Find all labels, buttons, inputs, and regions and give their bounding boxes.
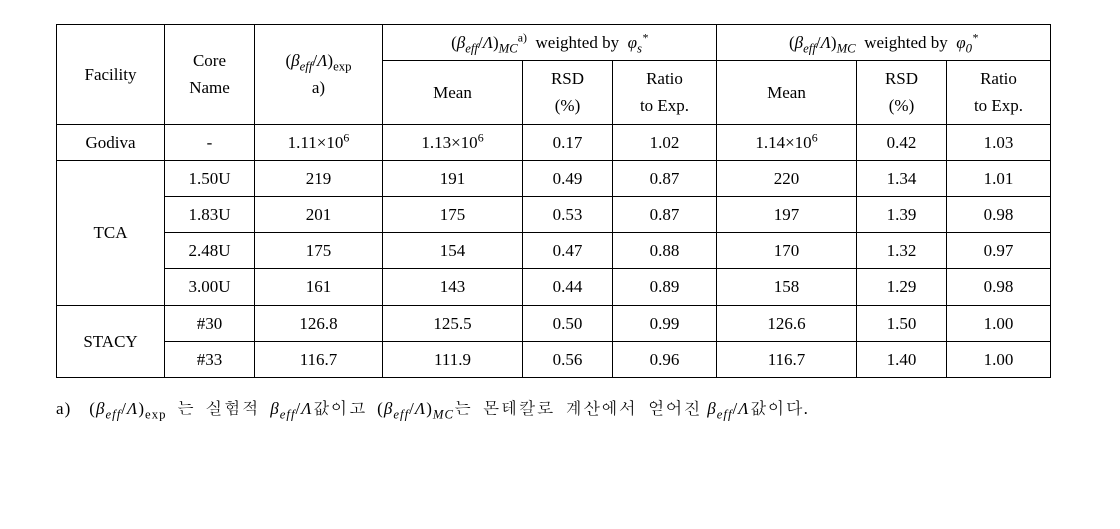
cell-s-ratio: 0.88 [613, 233, 717, 269]
cell-z-rsd: 1.32 [857, 233, 947, 269]
results-table: Facility Core Name (βeff/Λ)exp a) (βeff/… [56, 24, 1051, 378]
table-row: Godiva-1.11×1061.13×1060.171.021.14×1060… [57, 124, 1051, 160]
cell-z-rsd: 1.34 [857, 160, 947, 196]
th-group-phi-0: (βeff/Λ)MC weighted by φ0* [717, 25, 1051, 61]
cell-core: 2.48U [165, 233, 255, 269]
th-core-name-l2: Name [189, 78, 230, 97]
table-row: STACY#30126.8125.50.500.99126.61.501.00 [57, 305, 1051, 341]
cell-s-rsd: 0.49 [523, 160, 613, 196]
th-z-mean: Mean [717, 61, 857, 124]
cell-s-ratio: 0.87 [613, 160, 717, 196]
cell-facility: Godiva [57, 124, 165, 160]
th-beta-exp-note: a) [312, 78, 325, 97]
cell-z-rsd: 0.42 [857, 124, 947, 160]
cell-z-mean: 158 [717, 269, 857, 305]
cell-s-rsd: 0.56 [523, 341, 613, 377]
cell-exp: 1.11×106 [255, 124, 383, 160]
cell-s-ratio: 0.99 [613, 305, 717, 341]
cell-core: - [165, 124, 255, 160]
th-facility: Facility [57, 25, 165, 125]
cell-s-mean: 1.13×106 [383, 124, 523, 160]
cell-s-ratio: 0.96 [613, 341, 717, 377]
th-s-ratio: Ratio to Exp. [613, 61, 717, 124]
cell-z-ratio: 0.98 [947, 269, 1051, 305]
cell-exp: 219 [255, 160, 383, 196]
footnote-label: a) [56, 392, 84, 426]
cell-z-ratio: 0.98 [947, 196, 1051, 232]
cell-z-ratio: 1.00 [947, 305, 1051, 341]
cell-exp: 126.8 [255, 305, 383, 341]
cell-z-ratio: 0.97 [947, 233, 1051, 269]
cell-facility: STACY [57, 305, 165, 377]
cell-s-rsd: 0.50 [523, 305, 613, 341]
footnote: a) (βeff/Λ)exp 는 실험적 βeff/Λ값이고 (βeff/Λ)M… [56, 392, 956, 426]
cell-s-ratio: 0.87 [613, 196, 717, 232]
th-beta-exp: (βeff/Λ)exp a) [255, 25, 383, 125]
th-beta-exp-formula: (βeff/Λ)exp [286, 51, 352, 70]
cell-z-ratio: 1.00 [947, 341, 1051, 377]
th-z-rsd: RSD (%) [857, 61, 947, 124]
cell-exp: 116.7 [255, 341, 383, 377]
th-s-mean: Mean [383, 61, 523, 124]
cell-z-ratio: 1.01 [947, 160, 1051, 196]
table-row: TCA1.50U2191910.490.872201.341.01 [57, 160, 1051, 196]
cell-s-mean: 191 [383, 160, 523, 196]
cell-facility: TCA [57, 160, 165, 305]
footnote-text: (βeff/Λ)exp 는 실험적 βeff/Λ값이고 (βeff/Λ)MC는 … [89, 399, 809, 418]
cell-s-ratio: 0.89 [613, 269, 717, 305]
th-core-name-l1: Core [193, 51, 226, 70]
cell-s-mean: 125.5 [383, 305, 523, 341]
cell-z-mean: 126.6 [717, 305, 857, 341]
th-s-rsd: RSD (%) [523, 61, 613, 124]
cell-exp: 201 [255, 196, 383, 232]
cell-core: 1.50U [165, 160, 255, 196]
cell-s-rsd: 0.53 [523, 196, 613, 232]
cell-core: 3.00U [165, 269, 255, 305]
cell-z-rsd: 1.50 [857, 305, 947, 341]
cell-core: 1.83U [165, 196, 255, 232]
cell-s-rsd: 0.47 [523, 233, 613, 269]
cell-z-mean: 116.7 [717, 341, 857, 377]
table-row: 2.48U1751540.470.881701.320.97 [57, 233, 1051, 269]
cell-z-mean: 1.14×106 [717, 124, 857, 160]
cell-z-rsd: 1.39 [857, 196, 947, 232]
cell-s-rsd: 0.44 [523, 269, 613, 305]
table-row: #33116.7111.90.560.96116.71.401.00 [57, 341, 1051, 377]
cell-core: #30 [165, 305, 255, 341]
cell-z-ratio: 1.03 [947, 124, 1051, 160]
th-core-name: Core Name [165, 25, 255, 125]
th-group-phi-s: (βeff/Λ)MCa) weighted by φs* [383, 25, 717, 61]
table-row: 3.00U1611430.440.891581.290.98 [57, 269, 1051, 305]
cell-s-mean: 143 [383, 269, 523, 305]
cell-exp: 161 [255, 269, 383, 305]
cell-s-ratio: 1.02 [613, 124, 717, 160]
table-row: 1.83U2011750.530.871971.390.98 [57, 196, 1051, 232]
cell-s-mean: 154 [383, 233, 523, 269]
cell-z-rsd: 1.29 [857, 269, 947, 305]
cell-z-mean: 220 [717, 160, 857, 196]
th-z-ratio: Ratio to Exp. [947, 61, 1051, 124]
cell-z-rsd: 1.40 [857, 341, 947, 377]
cell-exp: 175 [255, 233, 383, 269]
cell-s-rsd: 0.17 [523, 124, 613, 160]
cell-s-mean: 175 [383, 196, 523, 232]
cell-s-mean: 111.9 [383, 341, 523, 377]
cell-core: #33 [165, 341, 255, 377]
cell-z-mean: 170 [717, 233, 857, 269]
cell-z-mean: 197 [717, 196, 857, 232]
